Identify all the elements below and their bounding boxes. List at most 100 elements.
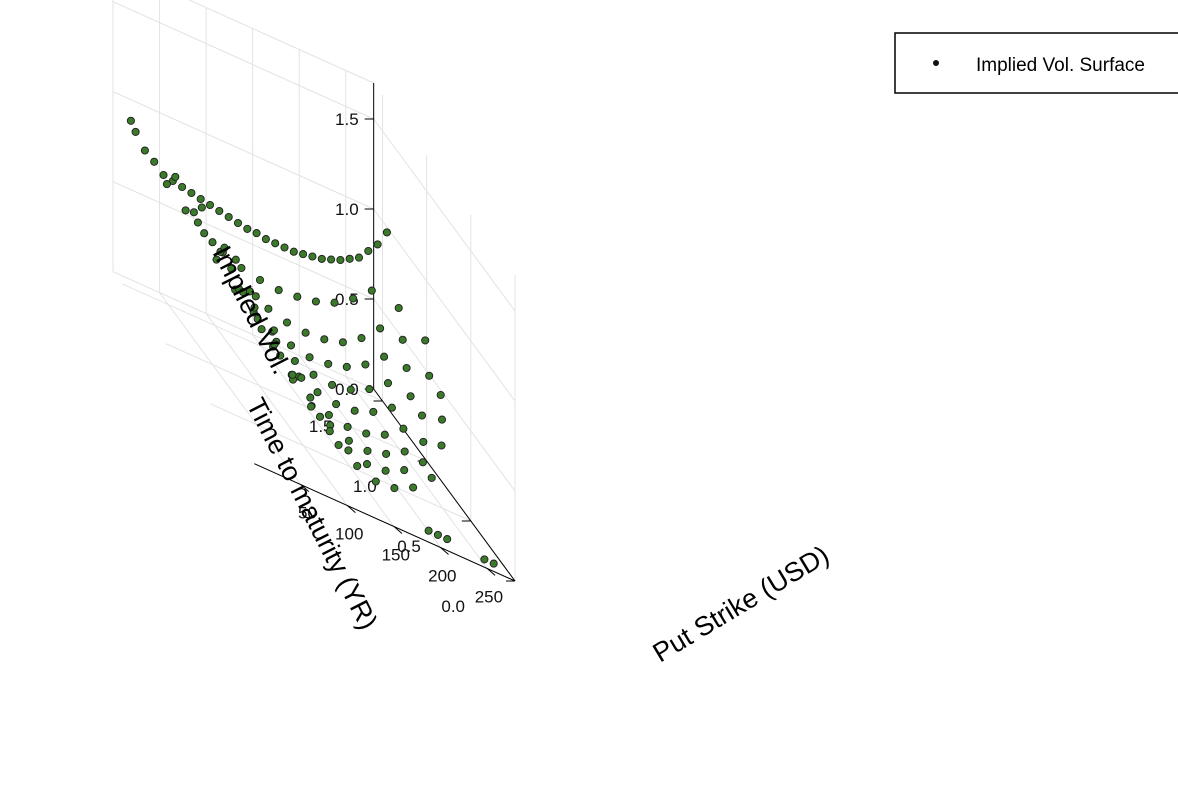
data-point	[394, 303, 403, 313]
x-axis-line	[254, 463, 516, 582]
data-point	[293, 292, 302, 301]
axes	[254, 83, 516, 582]
data-point	[387, 403, 396, 412]
data-point	[251, 292, 260, 301]
data-point	[346, 385, 355, 394]
data-point	[162, 180, 171, 189]
data-point	[361, 360, 370, 369]
data-point	[178, 182, 187, 192]
data-point	[380, 352, 389, 361]
z-tick-label: 1.0	[335, 200, 359, 219]
data-point	[171, 172, 180, 181]
data-point	[220, 243, 229, 252]
data-point	[437, 441, 446, 450]
data-point	[208, 238, 217, 247]
data-point	[227, 264, 236, 273]
data-point	[399, 424, 408, 433]
data-point	[350, 406, 359, 415]
data-point	[309, 370, 318, 379]
data-point	[289, 247, 298, 256]
data-point	[425, 371, 434, 380]
data-point	[344, 446, 353, 455]
data-point	[315, 412, 325, 421]
data-point	[126, 116, 135, 125]
data-point	[306, 393, 315, 402]
data-point	[282, 318, 292, 327]
data-point	[382, 228, 391, 237]
data-point	[390, 484, 399, 493]
grid-line	[373, 208, 516, 402]
data-point	[364, 246, 373, 256]
data-point	[330, 298, 339, 307]
data-point	[419, 437, 428, 446]
data-point	[324, 359, 333, 368]
data-point	[305, 353, 314, 362]
grid-line	[373, 118, 516, 312]
grid-line	[121, 283, 383, 402]
legend-entry-implied-vol-surface: Implied Vol. Surface	[976, 55, 1145, 76]
data-point	[371, 477, 380, 486]
data-point	[418, 458, 427, 467]
x-tick-label: 250	[475, 587, 503, 606]
grid-line	[205, 313, 348, 506]
x-tick-label: 200	[428, 566, 456, 585]
legend-box	[894, 32, 1178, 94]
data-point	[367, 286, 376, 295]
data-point	[365, 385, 374, 394]
data-point	[224, 212, 233, 222]
data-point	[400, 466, 409, 475]
data-point	[400, 447, 409, 456]
data-point	[200, 229, 209, 238]
data-point	[205, 200, 215, 210]
x-tick-mark	[440, 547, 449, 555]
data-point	[345, 254, 354, 263]
data-point	[421, 336, 430, 345]
data-point	[299, 250, 308, 259]
data-point	[297, 373, 306, 382]
data-point	[324, 410, 333, 420]
data-point	[313, 388, 322, 397]
data-point	[349, 294, 358, 303]
data-point	[288, 370, 297, 379]
data-point	[417, 411, 427, 420]
data-point	[150, 157, 159, 166]
legend-marker	[933, 60, 939, 66]
data-point	[380, 430, 389, 439]
data-point	[261, 235, 270, 244]
data-point	[257, 325, 266, 334]
data-point	[264, 304, 273, 313]
grid-line	[159, 292, 302, 485]
data-point	[255, 275, 265, 285]
data-point	[383, 379, 393, 388]
data-point	[269, 326, 278, 335]
data-point	[286, 341, 296, 350]
z-tick-label: 1.5	[335, 110, 359, 129]
data-point	[344, 436, 353, 445]
data-point	[362, 460, 372, 469]
data-point	[353, 461, 362, 471]
data-point	[187, 188, 196, 198]
data-point	[253, 314, 262, 324]
data-point	[369, 407, 378, 416]
x-tick-mark	[347, 505, 356, 513]
data-point	[280, 243, 289, 252]
data-point	[215, 206, 224, 216]
data-point	[274, 286, 283, 295]
data-point	[238, 287, 248, 297]
data-point	[327, 255, 336, 264]
data-point	[398, 335, 407, 344]
data-point	[270, 340, 279, 349]
data-point	[237, 263, 246, 273]
data-point	[233, 218, 243, 228]
data-point	[181, 206, 190, 215]
data-point	[317, 254, 326, 263]
z-axis-label: Implied Vol.	[207, 241, 297, 379]
data-point	[334, 440, 343, 450]
data-point	[362, 429, 371, 438]
grid-line	[112, 271, 374, 390]
data-point	[373, 240, 382, 249]
data-point	[357, 334, 366, 343]
data-point	[406, 392, 415, 401]
